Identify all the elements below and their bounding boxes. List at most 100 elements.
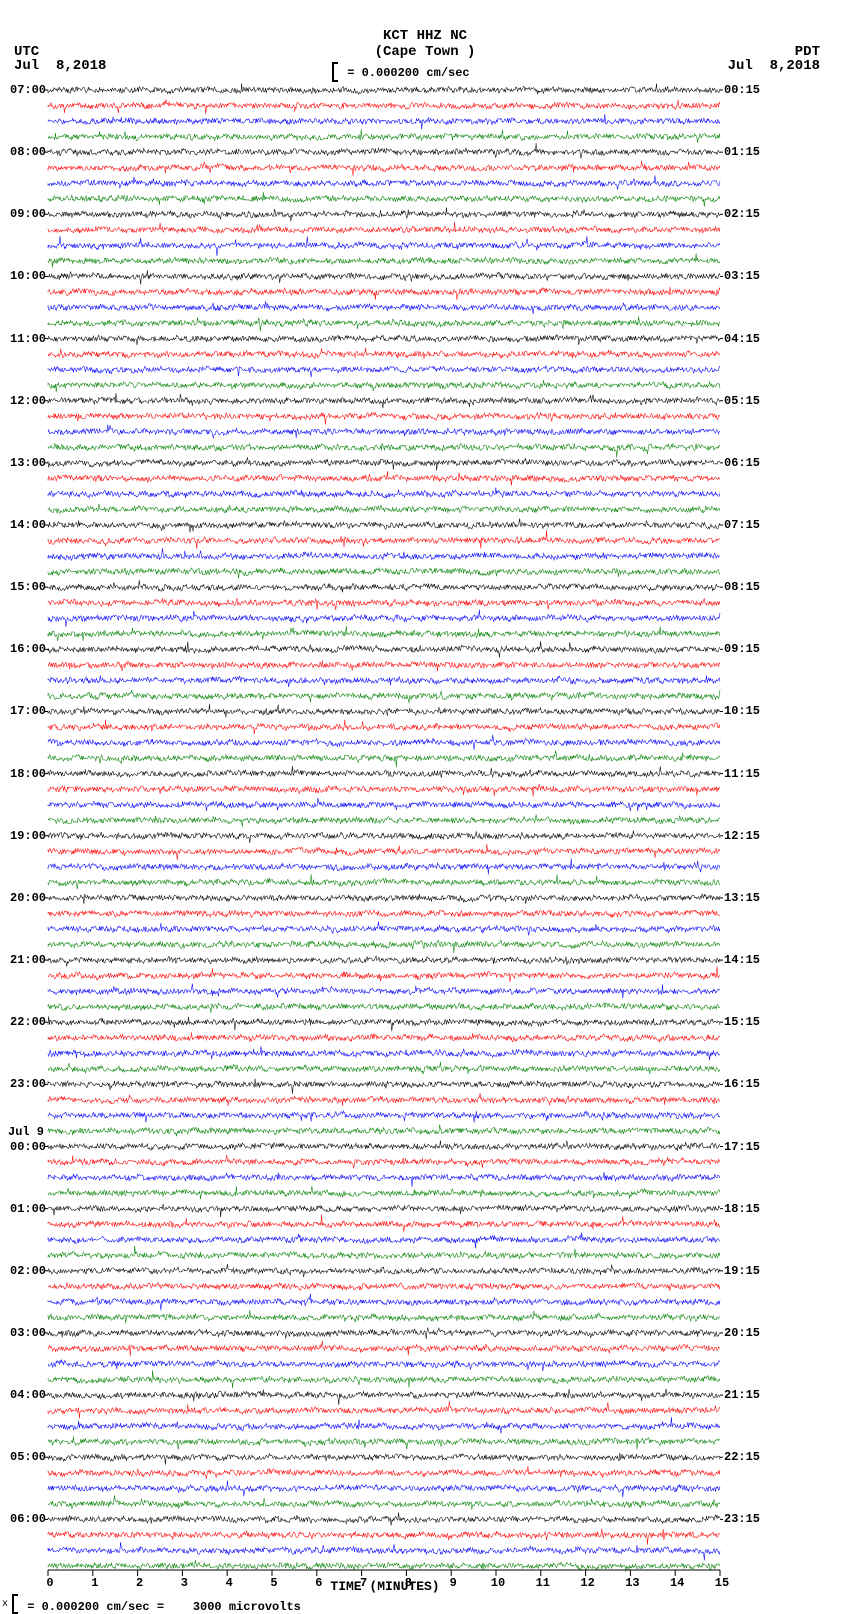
trace-row xyxy=(48,287,720,300)
seismogram-plot xyxy=(0,0,850,1613)
pdt-time-label: 11:15 xyxy=(724,767,760,781)
trace-row xyxy=(48,254,720,268)
pdt-time-label: 20:15 xyxy=(724,1326,760,1340)
utc-time-label: 01:00 xyxy=(10,1202,46,1216)
pdt-time-label: 08:15 xyxy=(724,580,760,594)
trace-row xyxy=(48,143,720,158)
trace-row xyxy=(48,1204,720,1217)
pdt-time-label: 14:15 xyxy=(724,953,760,967)
pdt-time-label: 00:15 xyxy=(724,83,760,97)
trace-row xyxy=(48,1360,720,1371)
trace-row xyxy=(48,831,720,844)
pdt-time-label: 15:15 xyxy=(724,1015,760,1029)
trace-row xyxy=(48,766,720,778)
trace-row xyxy=(48,598,720,610)
trace-row xyxy=(48,844,720,860)
trace-row xyxy=(48,940,720,953)
utc-time-label: 02:00 xyxy=(10,1264,46,1278)
pdt-time-label: 21:15 xyxy=(724,1388,760,1402)
utc-time-label: 05:00 xyxy=(10,1450,46,1464)
trace-row xyxy=(48,348,720,359)
pdt-time-label: 22:15 xyxy=(724,1450,760,1464)
trace-row xyxy=(48,568,720,579)
trace-row xyxy=(48,175,720,189)
trace-row xyxy=(48,922,720,936)
trace-row xyxy=(48,1453,720,1465)
trace-row xyxy=(48,471,720,485)
trace-row xyxy=(48,720,720,734)
trace-row xyxy=(48,704,720,718)
pdt-time-label: 01:15 xyxy=(724,145,760,159)
pdt-time-label: 06:15 xyxy=(724,456,760,470)
pdt-time-label: 23:15 xyxy=(724,1512,760,1526)
pdt-time-label: 05:15 xyxy=(724,394,760,408)
trace-row xyxy=(48,412,720,424)
trace-row xyxy=(48,161,720,176)
pdt-time-label: 07:15 xyxy=(724,518,760,532)
trace-row xyxy=(48,1466,720,1479)
trace-row xyxy=(48,784,720,797)
pdt-time-label: 02:15 xyxy=(724,207,760,221)
trace-row xyxy=(48,1016,720,1031)
trace-row xyxy=(48,488,720,499)
trace-row xyxy=(48,1214,720,1232)
trace-row xyxy=(48,967,720,983)
trace-row xyxy=(48,1062,720,1074)
utc-time-label: 14:00 xyxy=(10,518,46,532)
trace-row xyxy=(48,207,720,221)
trace-row xyxy=(48,1032,720,1042)
x-axis-label: TIME (MINUTES) xyxy=(0,1579,770,1594)
trace-row xyxy=(48,641,720,657)
trace-row xyxy=(48,1437,720,1450)
trace-row xyxy=(48,1529,720,1545)
pdt-time-label: 17:15 xyxy=(724,1140,760,1154)
trace-row xyxy=(48,1481,720,1498)
trace-row xyxy=(48,380,720,392)
trace-row xyxy=(48,457,720,470)
utc-time-label: 10:00 xyxy=(10,269,46,283)
trace-row xyxy=(48,798,720,811)
seismogram-figure: KCT HHZ NC (Cape Town ) UTC Jul 8,2018 P… xyxy=(0,0,850,1613)
trace-row xyxy=(48,1328,720,1339)
trace-row xyxy=(48,1401,720,1418)
trace-row xyxy=(48,1003,720,1013)
trace-row xyxy=(48,956,720,967)
pdt-time-label: 12:15 xyxy=(724,829,760,843)
trace-row xyxy=(48,894,720,904)
pdt-time-label: 03:15 xyxy=(724,269,760,283)
trace-row xyxy=(48,425,720,439)
trace-row xyxy=(48,548,720,560)
utc-time-label: 22:00 xyxy=(10,1015,46,1029)
utc-time-label: 08:00 xyxy=(10,145,46,159)
trace-row xyxy=(48,393,720,408)
utc-time-label: 03:00 xyxy=(10,1326,46,1340)
utc-time-label: 09:00 xyxy=(10,207,46,221)
trace-row xyxy=(48,610,720,627)
utc-time-label: 11:00 xyxy=(10,332,46,346)
trace-row xyxy=(48,626,720,641)
trace-row xyxy=(48,1310,720,1323)
trace-row xyxy=(48,750,720,767)
trace-row xyxy=(48,335,720,345)
trace-row xyxy=(48,129,720,143)
trace-row xyxy=(48,1294,720,1311)
trace-row xyxy=(48,1542,720,1560)
utc-time-label: 15:00 xyxy=(10,580,46,594)
trace-row xyxy=(48,1172,720,1187)
utc-time-label: 18:00 xyxy=(10,767,46,781)
utc-time-label: 06:00 xyxy=(10,1512,46,1526)
utc-time-label: 04:00 xyxy=(10,1388,46,1402)
trace-row xyxy=(48,1370,720,1388)
trace-row xyxy=(48,114,720,129)
utc-time-label: 17:00 xyxy=(10,704,46,718)
trace-row xyxy=(48,236,720,256)
pdt-time-label: 16:15 xyxy=(724,1077,760,1091)
trace-row xyxy=(48,83,720,94)
trace-row xyxy=(48,443,720,458)
trace-row xyxy=(48,1232,720,1248)
trace-row xyxy=(48,317,720,331)
pdt-time-label: 18:15 xyxy=(724,1202,760,1216)
trace-row xyxy=(48,1282,720,1290)
trace-row xyxy=(48,1079,720,1094)
pdt-time-label: 19:15 xyxy=(724,1264,760,1278)
